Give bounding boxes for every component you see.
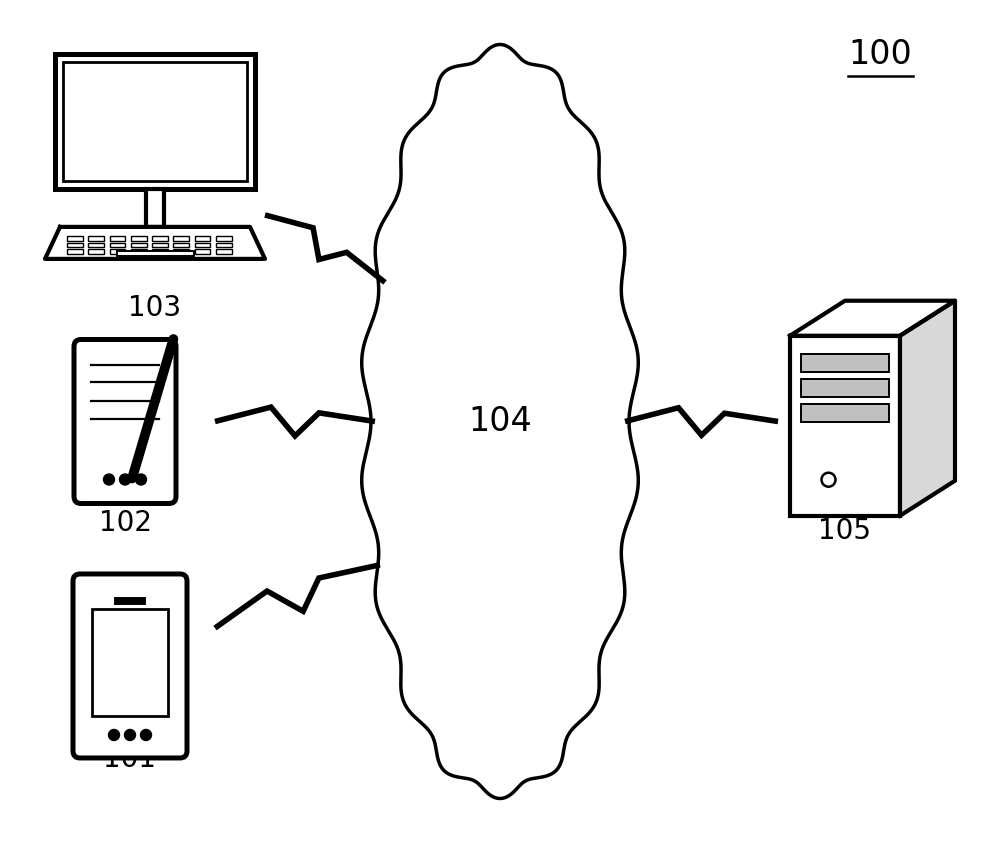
Circle shape	[109, 729, 120, 740]
Circle shape	[140, 729, 152, 740]
Text: 102: 102	[98, 508, 152, 537]
Bar	[110, 236, 125, 240]
Bar	[173, 236, 189, 240]
Bar	[173, 250, 189, 254]
Bar	[801, 379, 889, 397]
Bar	[131, 236, 147, 240]
Bar	[216, 243, 232, 247]
Bar	[55, 54, 255, 189]
Bar	[194, 236, 210, 240]
Bar	[88, 236, 104, 240]
Bar	[790, 336, 900, 516]
FancyBboxPatch shape	[74, 340, 176, 503]
Bar	[110, 243, 125, 247]
Bar	[110, 250, 125, 254]
Text: 100: 100	[848, 38, 912, 72]
FancyBboxPatch shape	[73, 574, 187, 758]
Bar	[146, 189, 164, 227]
Bar	[216, 236, 232, 240]
Text: 105: 105	[818, 517, 871, 545]
Bar	[801, 404, 889, 422]
Bar	[152, 250, 168, 254]
Text: 101: 101	[104, 744, 156, 773]
Circle shape	[136, 474, 146, 485]
Circle shape	[120, 474, 130, 485]
Bar	[152, 236, 168, 240]
Polygon shape	[790, 301, 955, 336]
Bar	[67, 236, 83, 240]
Bar	[194, 243, 210, 247]
Bar	[88, 250, 104, 254]
Bar	[92, 609, 168, 716]
Bar	[152, 243, 168, 247]
Bar	[216, 250, 232, 254]
Text: 104: 104	[468, 405, 532, 438]
Bar	[116, 251, 194, 256]
Bar	[194, 250, 210, 254]
Circle shape	[124, 729, 136, 740]
Bar	[88, 243, 104, 247]
Bar	[173, 243, 189, 247]
Bar	[67, 243, 83, 247]
Bar	[131, 243, 147, 247]
Bar	[801, 354, 889, 372]
Text: 103: 103	[128, 293, 182, 322]
Bar	[63, 62, 247, 181]
Bar	[131, 250, 147, 254]
Bar	[67, 250, 83, 254]
Bar	[115, 598, 145, 604]
Polygon shape	[45, 227, 265, 259]
Polygon shape	[362, 45, 638, 798]
Polygon shape	[900, 301, 955, 516]
Circle shape	[104, 474, 115, 485]
